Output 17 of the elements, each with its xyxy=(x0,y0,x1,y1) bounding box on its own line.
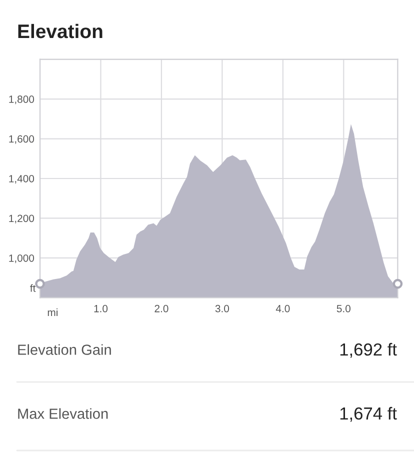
text: Elevation Gain xyxy=(18,344,111,355)
text: 1,692 ft xyxy=(340,342,397,358)
x-tick-label: 2.0 xyxy=(154,304,168,312)
text: 1,674 ft xyxy=(340,406,397,422)
y-axis-title: ft xyxy=(30,284,36,292)
chart-title: Elevation xyxy=(18,24,102,38)
x-tick-label: 4.0 xyxy=(276,304,290,312)
y-tick-label: 1,000 xyxy=(9,254,34,264)
x-tick-label: 3.0 xyxy=(215,304,230,312)
x-tick-label: 5.0 xyxy=(336,304,350,312)
y-tick-label: 1,800 xyxy=(9,96,34,104)
y-tick-label: 1,600 xyxy=(9,135,34,144)
x-axis-title: mi xyxy=(48,308,58,316)
y-tick-label: 1,200 xyxy=(9,214,34,224)
text: Max Elevation xyxy=(18,408,108,419)
y-tick-label: 1,400 xyxy=(9,175,34,184)
x-tick-label: 1.0 xyxy=(94,304,108,312)
